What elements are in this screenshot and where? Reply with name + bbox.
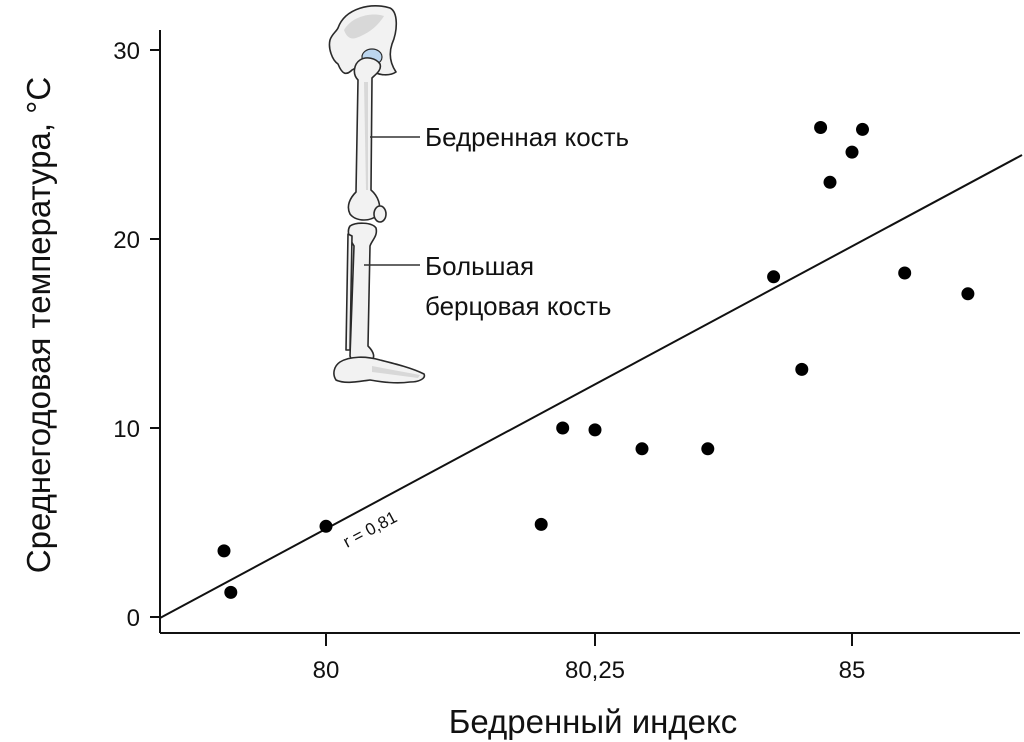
trendline xyxy=(159,154,1023,619)
data-point-8 xyxy=(767,270,781,284)
data-point-0 xyxy=(217,544,231,558)
data-point-1 xyxy=(224,585,238,599)
data-point-15 xyxy=(961,287,975,301)
x-axis-title: Бедренный индекс xyxy=(449,703,738,740)
data-point-2 xyxy=(319,519,333,533)
data-point-5 xyxy=(588,423,602,437)
data-point-12 xyxy=(845,145,859,159)
tibia-icon xyxy=(347,222,378,365)
y-axis-ticks: 0 10 20 30 xyxy=(113,38,160,632)
trendline-r-label: r = 0,81 xyxy=(340,507,400,551)
femur-shade xyxy=(364,82,368,190)
fibula-icon xyxy=(345,233,353,351)
femur-label: Бедренная кость xyxy=(425,122,629,152)
leg-skeleton-illustration xyxy=(328,5,426,384)
data-point-9 xyxy=(795,362,809,376)
data-point-6 xyxy=(635,442,649,456)
foot-shade xyxy=(372,366,420,378)
y-tick-label-3: 30 xyxy=(113,38,140,65)
data-points xyxy=(217,121,975,599)
y-tick-label-2: 20 xyxy=(113,227,140,254)
x-tick-label-2: 85 xyxy=(839,657,866,684)
data-point-11 xyxy=(823,175,837,189)
data-point-4 xyxy=(556,421,570,435)
patella-icon xyxy=(373,205,387,223)
tibia-label-line1: Большая xyxy=(425,251,534,281)
y-tick-label-1: 10 xyxy=(113,416,140,443)
y-axis-title: Среднегодовая температура, °С xyxy=(20,77,57,573)
data-point-7 xyxy=(701,442,715,456)
pelvis-shade xyxy=(344,14,384,39)
tibia-label-line2: берцовая кость xyxy=(425,291,611,321)
data-point-3 xyxy=(534,517,548,531)
y-tick-label-0: 0 xyxy=(127,605,140,632)
x-tick-label-0: 80 xyxy=(313,657,340,684)
data-point-14 xyxy=(898,266,912,280)
x-tick-label-1: 80,25 xyxy=(565,657,625,684)
data-point-10 xyxy=(814,121,828,134)
x-axis-ticks: 80 80,25 85 xyxy=(313,633,866,684)
data-point-13 xyxy=(856,122,869,136)
